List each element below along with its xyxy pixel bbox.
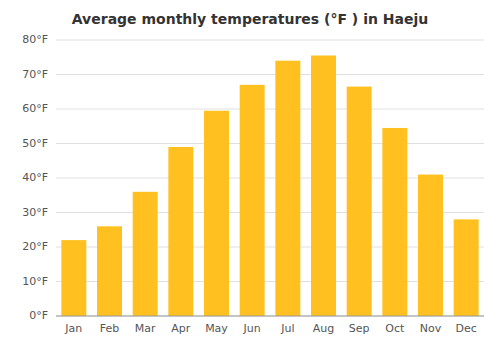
grid-line [56,74,484,75]
x-tick-label: Jan [64,322,82,335]
bar [382,128,407,316]
bar [168,147,193,316]
bar [133,192,158,316]
title: Average monthly temperatures (°F ) in Ha… [72,11,428,27]
bar [347,87,372,316]
y-tick-label: 70°F [22,68,48,81]
bar [204,111,229,316]
y-tick-label: 60°F [22,102,48,115]
bar [418,175,443,316]
bar [275,61,300,316]
bar [311,56,336,316]
x-tick-label: Oct [385,322,405,335]
bar [61,240,86,316]
x-tick-label: Feb [100,322,119,335]
x-axis: Jan Feb Mar Apr May Jun Jul Aug Sep Oct Nov Dec [64,322,476,335]
chart-svg: 0°F 10°F 20°F 30°F 40°F 50°F 60°F 70°F 80°F Jan Fe… [0,0,500,350]
x-axis-line [56,316,484,317]
x-tick-label: Dec [456,322,477,335]
x-tick-label: May [205,322,228,335]
y-axis: 0°F 10°F 20°F 30°F 40°F 50°F 60°F 70°F 80°F [22,33,48,322]
grid-line [56,143,484,144]
x-tick-label: Aug [313,322,334,335]
grid-line [56,40,484,41]
y-tick-label: 10°F [22,275,48,288]
grid [56,40,484,316]
bar [97,226,122,316]
y-tick-label: 80°F [22,33,48,46]
x-tick-label: Jul [280,322,294,335]
y-tick-label: 40°F [22,171,48,184]
chart-container: 0°F 10°F 20°F 30°F 40°F 50°F 60°F 70°F 80°F Jan Fe… [0,0,500,350]
grid-line [56,316,484,317]
bar [454,219,479,316]
y-tick-label: 20°F [22,240,48,253]
x-tick-label: Nov [420,322,442,335]
x-tick-label: Sep [349,322,370,335]
bar [240,85,265,316]
y-tick-label: 50°F [22,137,48,150]
bars [61,56,478,316]
x-tick-label: Apr [171,322,191,335]
x-tick-label: Mar [135,322,156,335]
y-tick-label: 30°F [22,206,48,219]
grid-line [56,109,484,110]
y-tick-label: 0°F [29,309,48,322]
x-tick-label: Jun [243,322,261,335]
